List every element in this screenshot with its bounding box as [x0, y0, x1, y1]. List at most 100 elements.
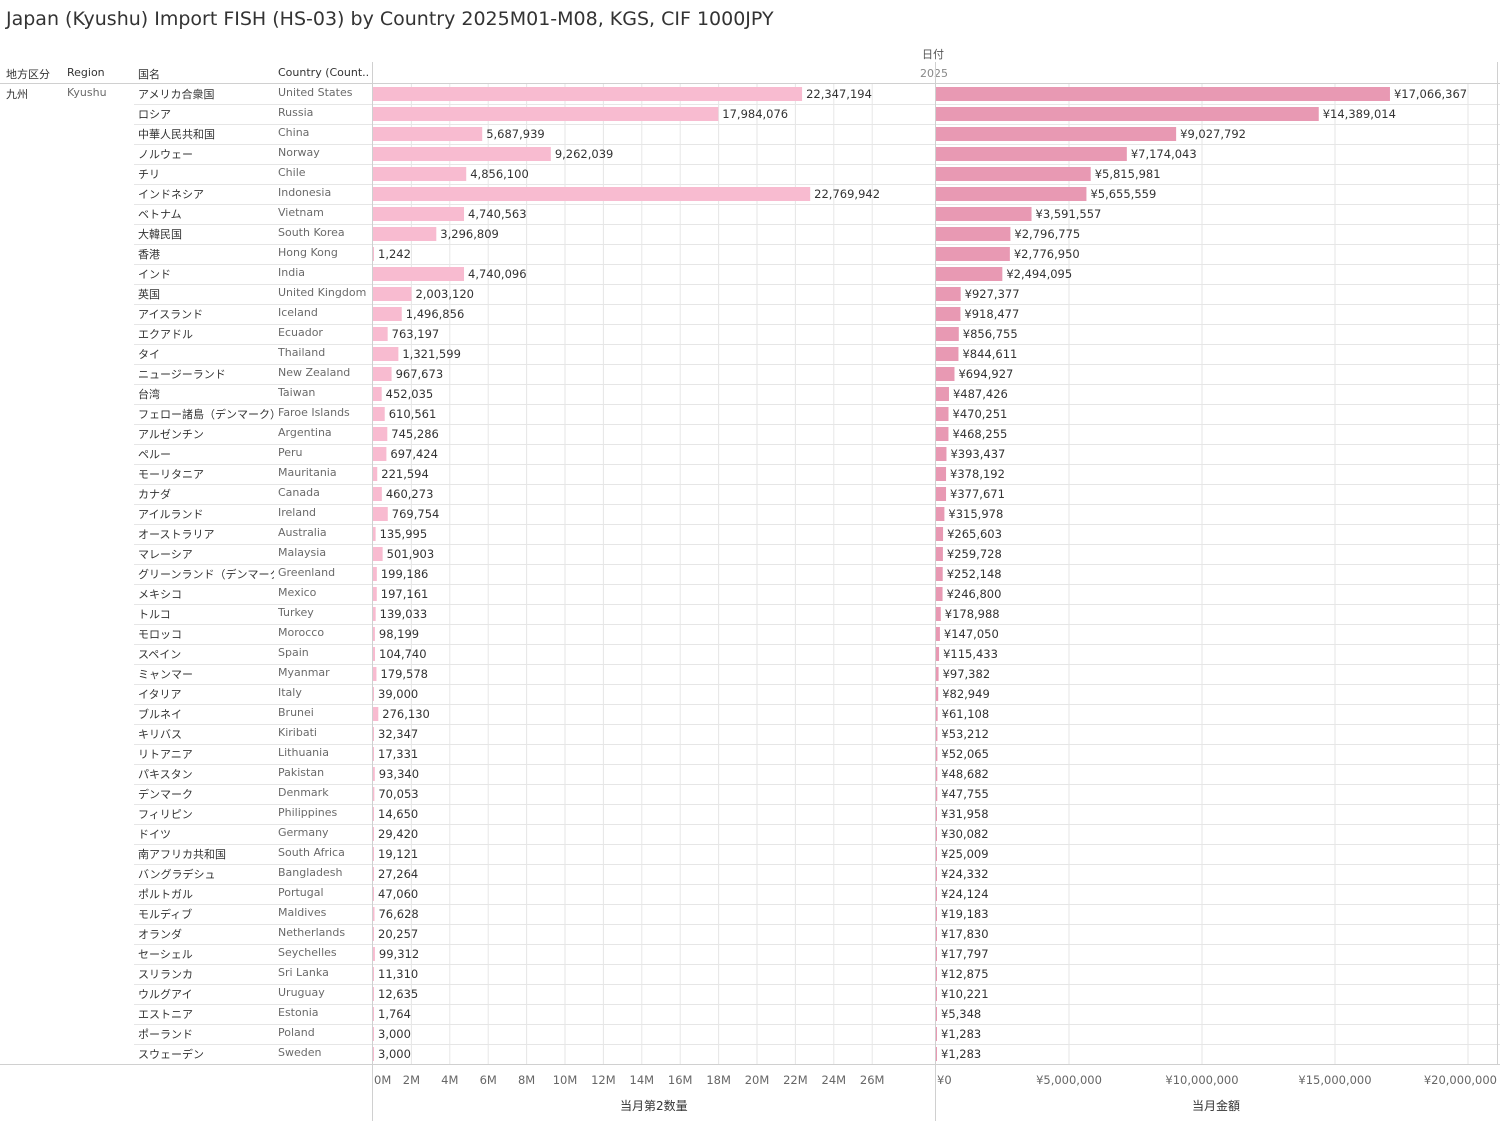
country-en-label: Italy: [278, 686, 302, 699]
amt-data-label: ¥918,477: [964, 307, 1019, 321]
qty-bar: [373, 407, 385, 421]
amt-data-label: ¥14,389,014: [1323, 107, 1396, 121]
country-en-label: Poland: [278, 1026, 315, 1039]
qty-data-label: 1,321,599: [402, 347, 461, 361]
amt-bar: [936, 807, 937, 821]
country-jp-label: セーシェル: [138, 948, 193, 961]
country-en-label: Portugal: [278, 886, 324, 899]
qty-bar: [373, 907, 375, 921]
qty-bar: [373, 847, 374, 861]
amt-data-label: ¥115,433: [943, 647, 998, 661]
amt-bar: [936, 447, 947, 461]
country-jp-label: カナダ: [138, 488, 171, 501]
amt-bar: [936, 147, 1127, 161]
qty-data-label: 5,687,939: [486, 127, 545, 141]
qty-data-label: 27,264: [378, 867, 418, 881]
country-jp-label: ブルネイ: [138, 708, 182, 721]
qty-bar: [373, 967, 374, 981]
amt-bar: [936, 587, 943, 601]
amt-data-label: ¥9,027,792: [1180, 127, 1246, 141]
qty-tick-label: 18M: [706, 1073, 731, 1087]
qty-bar: [373, 507, 388, 521]
country-jp-label: デンマーク: [138, 788, 193, 801]
amt-data-label: ¥5,655,559: [1090, 187, 1156, 201]
qty-data-label: 93,340: [379, 767, 419, 781]
country-en-label: Norway: [278, 146, 320, 159]
qty-bar: [373, 687, 374, 701]
country-jp-label: スウェーデン: [138, 1048, 204, 1061]
qty-bar: [373, 747, 374, 761]
country-jp-label: ウルグアイ: [138, 988, 193, 1001]
country-en-label: Russia: [278, 106, 314, 119]
qty-data-label: 11,310: [378, 967, 418, 981]
group-division: 九州: [6, 88, 28, 101]
country-jp-label: 大韓民国: [138, 228, 182, 241]
country-jp-label: フェロー諸島（デンマーク）: [138, 408, 274, 421]
amt-bar: [936, 607, 941, 621]
amt-data-label: ¥47,755: [941, 787, 989, 801]
country-jp-label: 台湾: [138, 388, 160, 401]
country-jp-label: ドイツ: [138, 828, 171, 841]
qty-bar: [373, 247, 374, 261]
amt-tick-label: ¥5,000,000: [1036, 1073, 1102, 1087]
country-en-label: Greenland: [278, 566, 336, 579]
amt-bar: [936, 267, 1003, 281]
country-jp-label: スリランカ: [138, 968, 193, 981]
amt-bar: [936, 327, 959, 341]
qty-data-label: 3,000: [378, 1027, 411, 1041]
amt-bar: [936, 747, 938, 761]
qty-bar: [373, 347, 399, 361]
header-region[interactable]: Region: [67, 66, 105, 79]
amt-data-label: ¥147,050: [944, 627, 999, 641]
qty-data-label: 22,347,194: [806, 87, 872, 101]
amt-bar: [936, 247, 1010, 261]
amt-tick-label: ¥0: [937, 1073, 952, 1087]
qty-bar: [373, 827, 374, 841]
country-jp-label: アイスランド: [138, 308, 204, 321]
qty-data-label: 9,262,039: [555, 147, 614, 161]
qty-data-label: 1,764: [378, 1007, 411, 1021]
qty-data-label: 501,903: [387, 547, 435, 561]
amt-bar: [936, 567, 943, 581]
chart-title: Japan (Kyushu) Import FISH (HS-03) by Co…: [6, 8, 774, 30]
qty-data-label: 19,121: [378, 847, 418, 861]
qty-bar: [373, 707, 379, 721]
country-en-label: Spain: [278, 646, 309, 659]
country-jp-label: エクアドル: [138, 328, 193, 341]
header-country-jp[interactable]: 国名: [138, 68, 160, 81]
amt-bar: [936, 767, 938, 781]
amt-data-label: ¥470,251: [953, 407, 1008, 421]
qty-data-label: 70,053: [378, 787, 418, 801]
qty-bar: [373, 607, 376, 621]
qty-data-label: 76,628: [378, 907, 418, 921]
country-en-label: India: [278, 266, 305, 279]
header-country-en[interactable]: Country (Count..: [278, 66, 370, 79]
qty-bar: [373, 767, 375, 781]
amt-bar: [936, 127, 1177, 141]
country-jp-label: モロッコ: [138, 628, 182, 641]
country-en-label: Taiwan: [278, 386, 316, 399]
amt-bar: [936, 167, 1091, 181]
amt-data-label: ¥2,796,775: [1014, 227, 1080, 241]
qty-data-label: 139,033: [380, 607, 428, 621]
amt-data-label: ¥1,283: [941, 1047, 981, 1061]
amt-data-label: ¥97,382: [943, 667, 991, 681]
qty-bar: [373, 467, 378, 481]
qty-data-label: 32,347: [378, 727, 418, 741]
amt-bar: [936, 207, 1032, 221]
country-jp-label: アメリカ合衆国: [138, 88, 215, 101]
country-en-label: China: [278, 126, 310, 139]
qty-data-label: 221,594: [381, 467, 429, 481]
qty-data-label: 763,197: [392, 327, 440, 341]
qty-data-label: 1,496,856: [406, 307, 465, 321]
country-jp-label: ロシア: [138, 108, 171, 121]
header-division[interactable]: 地方区分: [6, 68, 50, 81]
country-jp-label: インド: [138, 268, 171, 281]
qty-bar: [373, 227, 437, 241]
qty-bar: [373, 487, 382, 501]
qty-data-label: 47,060: [378, 887, 418, 901]
qty-tick-label: 6M: [480, 1073, 497, 1087]
amt-data-label: ¥393,437: [950, 447, 1005, 461]
amt-bar: [936, 347, 959, 361]
